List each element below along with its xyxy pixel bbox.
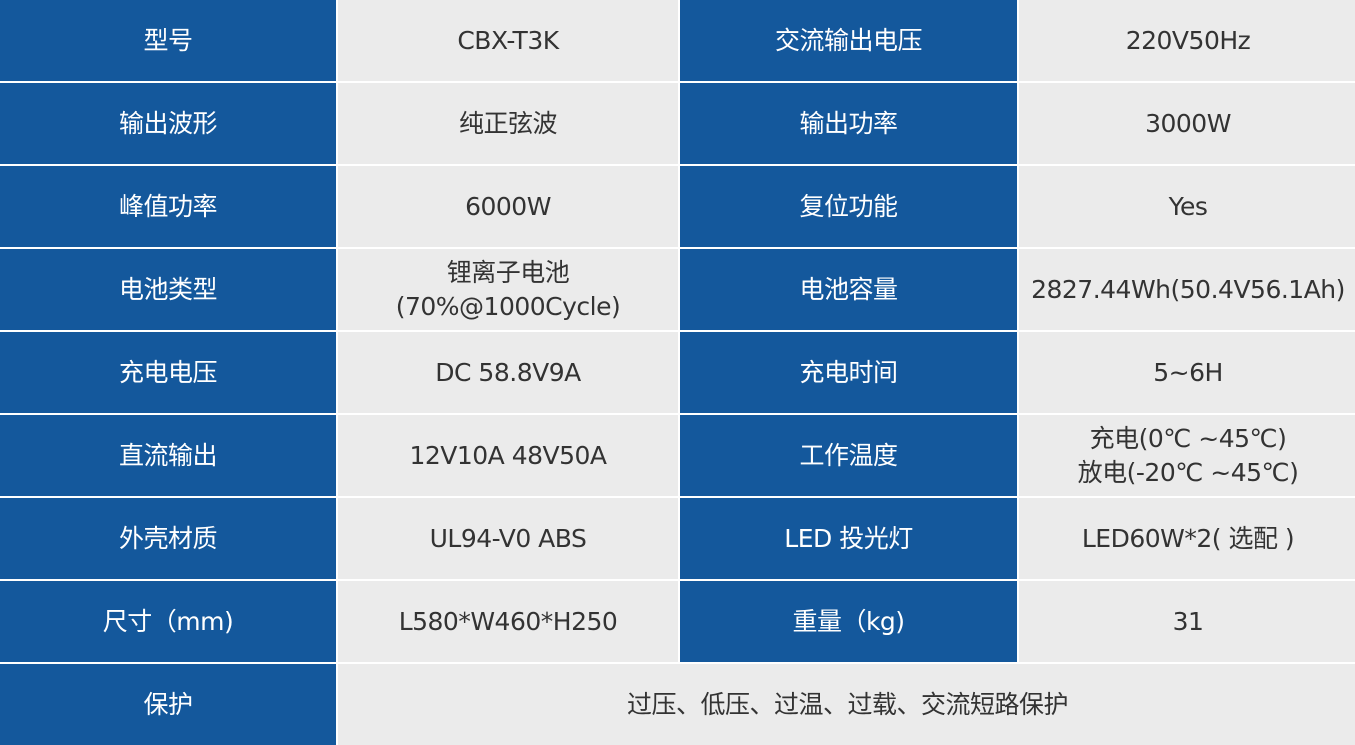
spec-value: 12V10A 48V50A: [338, 415, 678, 496]
spec-label: 输出波形: [0, 83, 336, 164]
spec-label: 充电时间: [680, 332, 1017, 413]
spec-label: LED 投光灯: [680, 498, 1017, 579]
spec-label: 外壳材质: [0, 498, 336, 579]
spec-value-line: 锂离子电池: [446, 257, 570, 287]
protection-value: 过压、低压、过温、过载、交流短路保护: [338, 664, 1355, 745]
spec-value: 2827.44Wh(50.4V56.1Ah): [1019, 249, 1355, 330]
spec-label: 直流输出: [0, 415, 336, 496]
spec-value-line: 3000W: [1145, 108, 1231, 138]
spec-label: 输出功率: [680, 83, 1017, 164]
spec-value-line: 2827.44Wh(50.4V56.1Ah): [1031, 274, 1345, 304]
spec-label: 峰值功率: [0, 166, 336, 247]
spec-value: L580*W460*H250: [338, 581, 678, 662]
spec-value-line: CBX-T3K: [457, 25, 559, 55]
spec-value-line: 12V10A 48V50A: [409, 440, 607, 470]
spec-value-line: 充电(0℃ ~45℃): [1089, 423, 1287, 453]
spec-value-line: 放电(-20℃ ~45℃): [1077, 457, 1299, 487]
spec-value: 31: [1019, 581, 1355, 662]
spec-value-line: (70%@1000Cycle): [395, 291, 621, 321]
spec-value: 3000W: [1019, 83, 1355, 164]
spec-value: 220V50Hz: [1019, 0, 1355, 81]
spec-value-line: 5~6H: [1153, 357, 1223, 387]
spec-label: 重量（kg): [680, 581, 1017, 662]
spec-value-line: LED60W*2( 选配 ): [1081, 523, 1295, 553]
protection-label: 保护: [0, 664, 336, 745]
spec-value: 锂离子电池 (70%@1000Cycle): [338, 249, 678, 330]
spec-value-line: 6000W: [465, 191, 551, 221]
spec-label: 复位功能: [680, 166, 1017, 247]
spec-label: 电池容量: [680, 249, 1017, 330]
spec-value: UL94-V0 ABS: [338, 498, 678, 579]
spec-value-line: 31: [1172, 606, 1204, 636]
spec-label: 电池类型: [0, 249, 336, 330]
spec-value: 6000W: [338, 166, 678, 247]
spec-value: 5~6H: [1019, 332, 1355, 413]
spec-value-line: UL94-V0 ABS: [429, 523, 587, 553]
spec-label: 型号: [0, 0, 336, 81]
spec-label: 尺寸（mm): [0, 581, 336, 662]
spec-label: 充电电压: [0, 332, 336, 413]
spec-value: CBX-T3K: [338, 0, 678, 81]
spec-value: LED60W*2( 选配 ): [1019, 498, 1355, 579]
spec-label: 交流输出电压: [680, 0, 1017, 81]
spec-value: DC 58.8V9A: [338, 332, 678, 413]
spec-value: Yes: [1019, 166, 1355, 247]
spec-value-line: DC 58.8V9A: [435, 357, 581, 387]
spec-value: 充电(0℃ ~45℃) 放电(-20℃ ~45℃): [1019, 415, 1355, 496]
spec-label: 工作温度: [680, 415, 1017, 496]
spec-value: 纯正弦波: [338, 83, 678, 164]
spec-value-line: 纯正弦波: [458, 108, 558, 138]
spec-value-line: Yes: [1168, 191, 1208, 221]
spec-value-line: 220V50Hz: [1125, 25, 1251, 55]
spec-value-line: L580*W460*H250: [398, 606, 618, 636]
